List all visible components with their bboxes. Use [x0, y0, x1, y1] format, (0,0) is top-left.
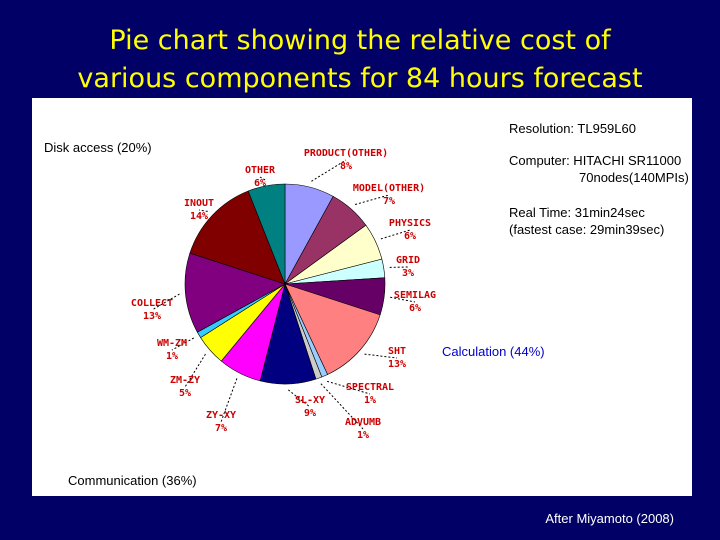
slice-percent-label: 7% — [215, 423, 227, 434]
page-title: Pie chart showing the relative cost of v… — [0, 22, 720, 98]
leader-line — [354, 194, 390, 205]
slice-percent-label: 1% — [166, 351, 178, 362]
slice-name-label: INOUT — [184, 198, 214, 209]
leader-line — [311, 159, 347, 182]
slice-name-label: ZY-XY — [206, 410, 236, 421]
pie-slice-other — [247, 183, 286, 285]
pie-slice-sht — [284, 283, 381, 375]
realtime-note-line-1: Real Time: 31min24sec — [509, 205, 645, 220]
calculation-label: Calculation (44%) — [442, 344, 545, 359]
slice-percent-label: 1% — [364, 395, 376, 406]
slice-percent-label: 6% — [404, 231, 416, 242]
title-line-1: Pie chart showing the relative cost of — [109, 25, 611, 56]
disk-access-label: Disk access (20%) — [44, 140, 152, 155]
title-line-2: various components for 84 hours forecast — [77, 63, 643, 94]
slice-name-label: WM-ZM — [157, 338, 187, 349]
leader-line — [259, 176, 266, 181]
slice-name-label: ADVUMB — [345, 417, 381, 428]
slice-name-label: SPECTRAL — [346, 382, 394, 393]
slice-name-label: PHYSICS — [389, 218, 431, 229]
pie-slice-collect — [184, 252, 286, 333]
realtime-note-line-2: (fastest case: 29min39sec) — [509, 222, 665, 237]
leader-line — [151, 293, 180, 311]
slice-name-label: SL-XY — [295, 395, 325, 406]
slice-percent-label: 8% — [340, 161, 352, 172]
pie-chart: PRODUCT(OTHER) 8%MODEL(OTHER) 7% PHYSICS 6% G… — [131, 148, 436, 441]
slice-percent-label: 5% — [179, 388, 191, 399]
slice-percent-label: 9% — [304, 408, 316, 419]
pie-slice-inout — [189, 190, 286, 285]
slice-name-label: SEMILAG — [394, 290, 436, 301]
slice-percent-label: 14% — [190, 211, 208, 222]
slice-percent-label: 6% — [409, 303, 421, 314]
leader-line — [184, 353, 206, 388]
leader-line — [390, 296, 416, 303]
slice-name-label: PRODUCT(OTHER) — [304, 148, 388, 159]
slice-name-label: COLLECT — [131, 298, 173, 309]
slice-percent-label: 3% — [402, 268, 414, 279]
slice-name-label: OTHER — [245, 165, 276, 176]
slice-percent-label: 1% — [357, 430, 369, 441]
leader-line — [198, 209, 208, 212]
resolution-note: Resolution: TL959L60 — [509, 121, 636, 136]
source-credit: After Miyamoto (2008) — [545, 511, 674, 526]
leader-line — [287, 389, 311, 408]
computer-note-line-1: Computer: HITACHI SR11000 — [509, 153, 682, 168]
slice-percent-label: 6% — [254, 178, 266, 189]
chart-panel: Resolution: TL959L60 Disk access (20%) C… — [32, 98, 692, 496]
computer-note-line-2: 70nodes(140MPIs) — [579, 170, 689, 185]
slice-name-label: GRID — [396, 255, 420, 266]
communication-label: Communication (36%) — [68, 473, 197, 488]
slice-percent-label: 7% — [383, 196, 395, 207]
leader-line — [364, 353, 398, 359]
leader-line — [326, 380, 371, 395]
slice-name-label: MODEL(OTHER) — [353, 183, 425, 194]
leader-line — [171, 337, 195, 351]
slice-name-label: SHT — [388, 346, 406, 357]
slice-name-label: ZM-ZY — [170, 375, 200, 386]
leader-line — [380, 229, 411, 240]
slice-percent-label: 13% — [388, 359, 406, 370]
slice-percent-label: 13% — [143, 311, 161, 322]
